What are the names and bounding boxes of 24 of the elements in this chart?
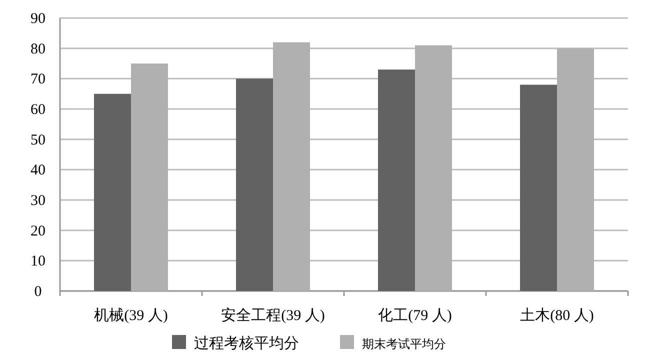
legend-label: 过程考核平均分: [194, 335, 299, 352]
y-tick-label: 90: [30, 11, 46, 27]
y-tick-label: 20: [30, 223, 46, 240]
y-tick-label: 80: [30, 41, 46, 58]
y-tick-label: 40: [30, 162, 46, 179]
y-tick-label: 70: [30, 72, 46, 88]
bar: [520, 84, 557, 291]
bar: [273, 42, 310, 291]
y-tick-label: 0: [34, 284, 42, 300]
y-tick-label: 30: [30, 193, 46, 209]
legend-label: 期末考试平均分: [362, 337, 446, 351]
x-tick-label: 安全工程(39 人): [221, 307, 325, 324]
x-tick-label: 化工(79 人): [378, 307, 452, 324]
y-tick-label: 10: [30, 254, 46, 270]
bar: [557, 48, 594, 291]
bar: [236, 78, 273, 291]
bar: [94, 94, 131, 291]
x-tick-label: 机械(39 人): [94, 307, 168, 324]
bar: [378, 70, 415, 291]
bar: [415, 45, 452, 291]
y-tick-label: 60: [30, 102, 46, 118]
y-tick-label: 50: [30, 132, 46, 148]
x-tick-label: 土木(80 人): [520, 307, 594, 324]
bar: [131, 64, 168, 291]
